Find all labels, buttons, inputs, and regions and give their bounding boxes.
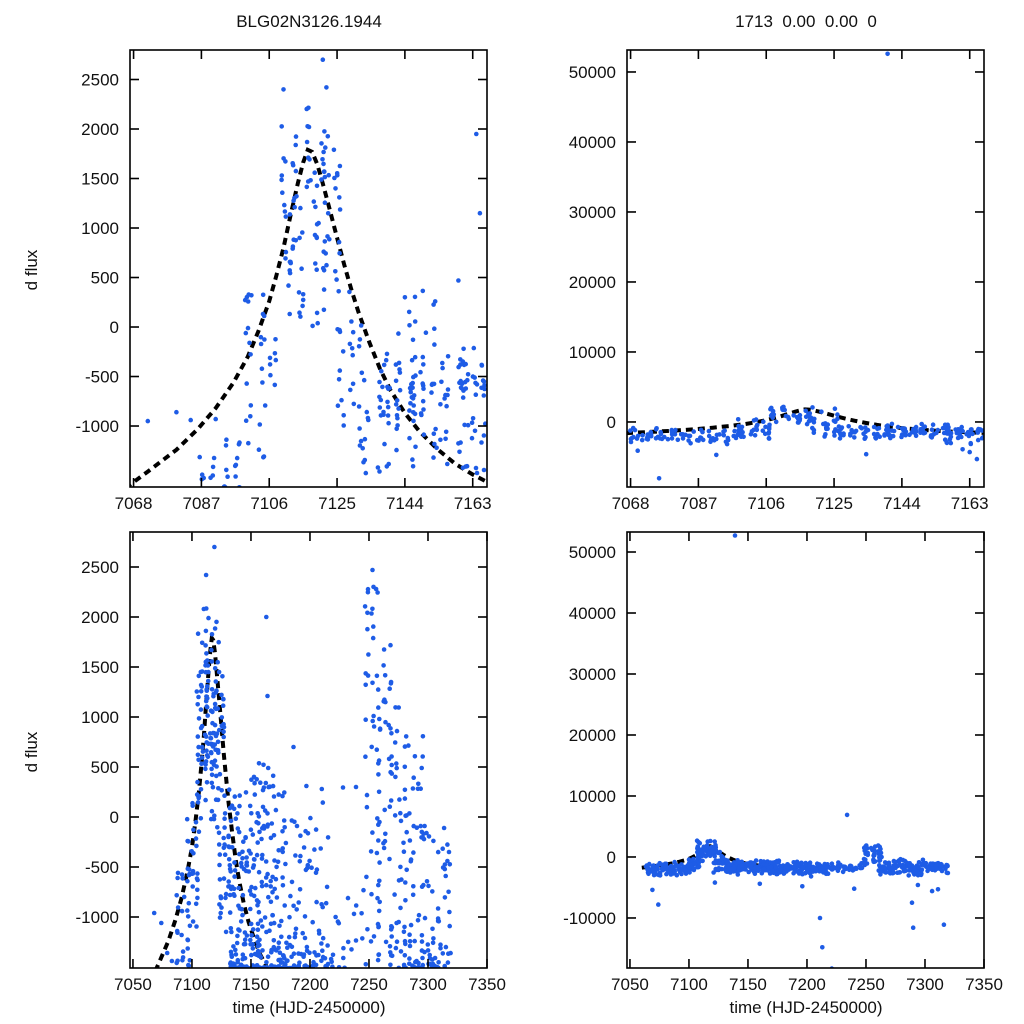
- panel-tr: 7068 7087 7106 7125 7144 7163 0 10000 20000 30000…: [569, 49, 989, 513]
- svg-text:10000: 10000: [569, 343, 616, 362]
- svg-text:2500: 2500: [81, 71, 119, 90]
- svg-text:2000: 2000: [81, 608, 119, 627]
- svg-text:7163: 7163: [951, 494, 989, 513]
- ticks-tr: [627, 50, 984, 487]
- model-curve-tl: [130, 147, 487, 487]
- panel-tr-data: [627, 51, 984, 481]
- svg-text:-1000: -1000: [76, 908, 119, 927]
- svg-text:50000: 50000: [569, 63, 616, 82]
- svg-text:-10000: -10000: [563, 909, 616, 928]
- scatter-points-tr: [628, 51, 984, 481]
- tick-labels-tr: 7068 7087 7106 7125 7144 7163 0 10000 20000 30000…: [569, 63, 989, 513]
- axes-box-bl: [129, 531, 488, 969]
- svg-text:7087: 7087: [679, 494, 717, 513]
- svg-text:500: 500: [91, 269, 119, 288]
- svg-text:7125: 7125: [815, 494, 853, 513]
- svg-text:30000: 30000: [569, 665, 616, 684]
- panel-br-data: [641, 533, 951, 968]
- panel-title-left: BLG02N3126.1944: [236, 12, 382, 31]
- svg-text:40000: 40000: [569, 604, 616, 623]
- svg-text:-1000: -1000: [76, 417, 119, 436]
- svg-text:7200: 7200: [291, 975, 329, 994]
- svg-text:0: 0: [110, 318, 119, 337]
- axes-box-tr: [626, 49, 985, 488]
- tick-labels-br: 7050 7100 7150 7200 7250 7300 7350 -10000 0 10000…: [563, 543, 1003, 994]
- scatter-points-bl: [151, 544, 453, 968]
- svg-text:0: 0: [607, 848, 616, 867]
- model-curve-bl: [154, 632, 270, 968]
- svg-text:0: 0: [607, 413, 616, 432]
- scatter-points-tl: [145, 57, 487, 487]
- ticks-tl: [130, 50, 487, 487]
- svg-text:7100: 7100: [173, 975, 211, 994]
- svg-text:7200: 7200: [788, 975, 826, 994]
- svg-text:7250: 7250: [847, 975, 885, 994]
- ticks-bl: [130, 532, 488, 968]
- svg-text:1500: 1500: [81, 170, 119, 189]
- svg-text:50000: 50000: [569, 543, 616, 562]
- svg-text:7150: 7150: [729, 975, 767, 994]
- tick-labels-tl: 7068 7087 7106 7125 7144 7163 -1000 -500 0 500 100…: [76, 71, 492, 513]
- x-axis-label-right: time (HJD-2450000): [729, 998, 883, 1017]
- svg-text:7087: 7087: [182, 494, 220, 513]
- svg-text:7106: 7106: [250, 494, 288, 513]
- svg-text:0: 0: [110, 808, 119, 827]
- svg-text:1500: 1500: [81, 658, 119, 677]
- svg-text:7300: 7300: [409, 975, 447, 994]
- svg-text:7163: 7163: [454, 494, 492, 513]
- svg-text:7144: 7144: [883, 494, 921, 513]
- svg-text:7144: 7144: [386, 494, 424, 513]
- svg-text:-500: -500: [85, 858, 119, 877]
- svg-text:40000: 40000: [569, 133, 616, 152]
- model-curve-tr: [627, 407, 984, 436]
- svg-text:7350: 7350: [965, 975, 1003, 994]
- axes-box-tl: [129, 49, 488, 488]
- axes-box-br: [626, 531, 985, 969]
- svg-text:10000: 10000: [569, 787, 616, 806]
- svg-text:7050: 7050: [611, 975, 649, 994]
- svg-text:7050: 7050: [114, 975, 152, 994]
- svg-text:2000: 2000: [81, 120, 119, 139]
- panel-bl-data: [151, 544, 453, 968]
- panel-br: 7050 7100 7150 7200 7250 7300 7350 -10000 0 10000…: [563, 531, 1003, 994]
- panel-title-right: 1713 0.00 0.00 0: [735, 12, 877, 31]
- svg-text:1000: 1000: [81, 708, 119, 727]
- svg-text:20000: 20000: [569, 726, 616, 745]
- svg-text:1000: 1000: [81, 219, 119, 238]
- svg-text:500: 500: [91, 758, 119, 777]
- panel-tl-data: [130, 57, 487, 487]
- svg-text:7125: 7125: [318, 494, 356, 513]
- svg-text:7250: 7250: [350, 975, 388, 994]
- svg-text:7350: 7350: [468, 975, 506, 994]
- scatter-points-br: [643, 533, 951, 968]
- tick-labels-bl: 7050 7100 7150 7200 7250 7300 7350 -1000 -500 0 50…: [76, 558, 506, 994]
- svg-text:20000: 20000: [569, 273, 616, 292]
- x-axis-label-left: time (HJD-2450000): [232, 998, 386, 1017]
- svg-text:7300: 7300: [906, 975, 944, 994]
- svg-text:7068: 7068: [612, 494, 650, 513]
- svg-text:7106: 7106: [747, 494, 785, 513]
- svg-text:7150: 7150: [232, 975, 270, 994]
- ticks-br: [627, 532, 985, 968]
- svg-text:30000: 30000: [569, 203, 616, 222]
- panel-tl: 7068 7087 7106 7125 7144 7163 -1000 -500 0 500 100…: [76, 49, 492, 513]
- panel-bl: 7050 7100 7150 7200 7250 7300 7350 -1000 -500 0 50…: [76, 531, 506, 994]
- svg-text:7100: 7100: [670, 975, 708, 994]
- svg-text:-500: -500: [85, 368, 119, 387]
- svg-text:7068: 7068: [115, 494, 153, 513]
- svg-text:2500: 2500: [81, 558, 119, 577]
